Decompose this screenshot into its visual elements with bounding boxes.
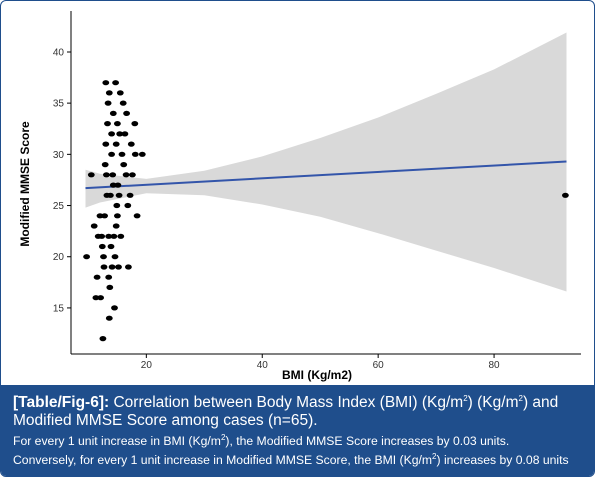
- x-tick-label: 80: [489, 360, 501, 371]
- data-point: [104, 121, 111, 127]
- data-point: [99, 336, 107, 342]
- data-point: [92, 295, 100, 301]
- data-point: [109, 172, 117, 178]
- data-point: [101, 213, 108, 219]
- data-point: [133, 213, 141, 219]
- data-point: [117, 233, 125, 239]
- data-points-layer: [83, 80, 569, 342]
- y-tick-label: 15: [53, 303, 65, 314]
- caption-title-part-a: Correlation between Body Mass Index (BMI…: [109, 394, 464, 411]
- caption-title: [Table/Fig-6]: Correlation between Body …: [13, 394, 582, 430]
- x-axis-label: BMI (Kg/m2): [282, 368, 352, 382]
- data-point: [107, 243, 115, 250]
- x-tick-label: 20: [141, 360, 153, 371]
- data-point: [102, 80, 110, 86]
- x-tick-label: 60: [373, 360, 385, 371]
- confidence-band-layer: [85, 32, 567, 292]
- data-point: [125, 264, 132, 270]
- caption-tag: [Table/Fig-6]:: [13, 394, 110, 411]
- data-point: [105, 274, 113, 280]
- y-tick-label: 20: [53, 252, 65, 263]
- data-point: [112, 141, 120, 147]
- data-point: [111, 254, 119, 260]
- caption-note-2: Conversely, for every 1 unit increase in…: [13, 451, 582, 470]
- data-point: [122, 172, 130, 178]
- data-point: [119, 100, 127, 106]
- data-point: [138, 151, 146, 157]
- data-point: [100, 254, 107, 260]
- data-point: [105, 233, 113, 239]
- data-point: [97, 295, 104, 301]
- data-point: [129, 172, 136, 178]
- data-point: [105, 315, 113, 321]
- data-point: [98, 243, 106, 250]
- data-point: [131, 121, 139, 127]
- data-point: [124, 202, 132, 209]
- data-point: [115, 192, 123, 198]
- caption-note-1: For every 1 unit increase in BMI (Kg/m2)…: [13, 432, 582, 451]
- data-point: [112, 80, 119, 86]
- data-point: [112, 223, 120, 229]
- caption-note-2-a: Conversely, for every 1 unit increase in…: [13, 453, 433, 467]
- data-point: [126, 192, 134, 198]
- data-point: [87, 172, 95, 178]
- data-point: [118, 151, 126, 157]
- data-point: [98, 233, 106, 239]
- y-tick-label: 25: [53, 201, 65, 212]
- data-point: [108, 131, 115, 137]
- data-point: [111, 305, 118, 311]
- data-point: [114, 121, 121, 127]
- data-point: [114, 182, 122, 188]
- data-point: [93, 274, 101, 280]
- caption-title-sup2: 2: [518, 393, 523, 403]
- scatter-chart: 20 40 60 80 15 20 25 30 35 40 BMI (Kg/m2) Modifie…: [18, 11, 581, 382]
- caption-title-sup: 2: [463, 393, 468, 403]
- data-point: [90, 223, 98, 229]
- data-point: [108, 151, 115, 157]
- data-point: [115, 264, 122, 270]
- data-point: [562, 192, 569, 198]
- trend-line-layer: [85, 160, 567, 190]
- data-point: [100, 264, 108, 270]
- y-tick-label: 40: [53, 47, 65, 58]
- caption-note-2-sup: 2: [432, 451, 437, 461]
- data-point: [110, 233, 118, 239]
- data-point: [104, 100, 112, 106]
- data-point: [116, 131, 124, 137]
- axes: 20 40 60 80 15 20 25 30 35 40: [53, 11, 581, 371]
- data-point: [116, 90, 124, 96]
- data-point: [102, 141, 110, 147]
- figure-caption: [Table/Fig-6]: Correlation between Body …: [1, 385, 594, 476]
- data-point: [106, 284, 114, 290]
- caption-note-1-sup: 2: [220, 432, 226, 442]
- data-point: [103, 172, 110, 178]
- caption-title-part-c: ) and Modified MMSE Score among cases (n…: [13, 394, 559, 429]
- data-point: [120, 162, 128, 168]
- data-point: [114, 213, 121, 219]
- caption-title-part-b: ) (Kg/m: [467, 394, 519, 411]
- data-point: [121, 131, 129, 137]
- caption-note-2-b: ) increases by 0.08 units: [436, 453, 569, 467]
- data-point: [127, 141, 135, 147]
- y-tick-label: 30: [53, 150, 65, 161]
- confidence-band: [85, 32, 567, 292]
- y-axis-label: Modified MMSE Score: [18, 121, 32, 247]
- data-point: [83, 254, 90, 260]
- data-point: [107, 192, 114, 198]
- data-point: [105, 90, 113, 96]
- data-point: [109, 110, 117, 116]
- caption-note-1-b: ), the Modified MMSE Score increases by …: [225, 434, 510, 448]
- data-point: [101, 162, 109, 168]
- caption-note-1-a: For every 1 unit increase in BMI (Kg/m: [13, 434, 221, 448]
- data-point: [123, 110, 130, 116]
- y-tick-label: 35: [53, 99, 65, 110]
- data-point: [108, 264, 116, 270]
- x-tick-label: 40: [257, 360, 269, 371]
- data-point: [113, 202, 121, 209]
- data-point: [131, 151, 139, 157]
- trend-line: [85, 160, 567, 190]
